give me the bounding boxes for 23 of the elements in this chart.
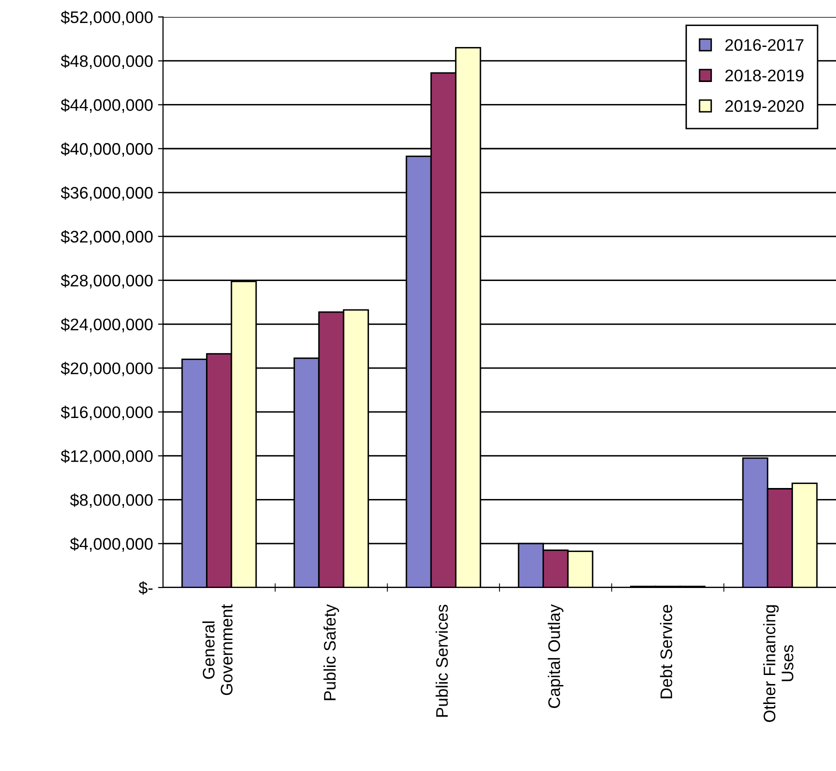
y-tick-label: $44,000,000 [60, 98, 153, 113]
legend-label: 2016-2017 [725, 39, 804, 51]
x-tick-label: Public Services [436, 604, 448, 717]
y-tick-label: $36,000,000 [60, 186, 153, 201]
y-tick-label: $20,000,000 [60, 362, 153, 376]
y-tick-label: $52,000,000 [60, 10, 153, 26]
y-tick-label: $8,000,000 [70, 493, 153, 508]
y-tick-label: $24,000,000 [60, 318, 153, 332]
y-tick-label: $12,000,000 [60, 450, 153, 464]
y-tick-label: $48,000,000 [60, 54, 153, 70]
x-tick-label: Debt Service [660, 604, 672, 698]
y-tick-label: $- [138, 581, 153, 595]
legend-label: 2019-2020 [725, 100, 804, 112]
x-tick-label: General Government [202, 604, 233, 696]
y-tick-label: $40,000,000 [60, 142, 153, 157]
y-tick-label: $28,000,000 [60, 274, 153, 288]
y-tick-label: $16,000,000 [60, 406, 153, 420]
x-tick-label: Other Financing Uses [763, 605, 794, 722]
x-tick-label: Public Safety [323, 604, 340, 700]
y-tick-label: $32,000,000 [60, 230, 153, 245]
x-tick-label: Capital Outlay [548, 604, 564, 708]
legend-label: 2018-2019 [725, 70, 804, 82]
y-tick-label: $4,000,000 [70, 537, 153, 552]
